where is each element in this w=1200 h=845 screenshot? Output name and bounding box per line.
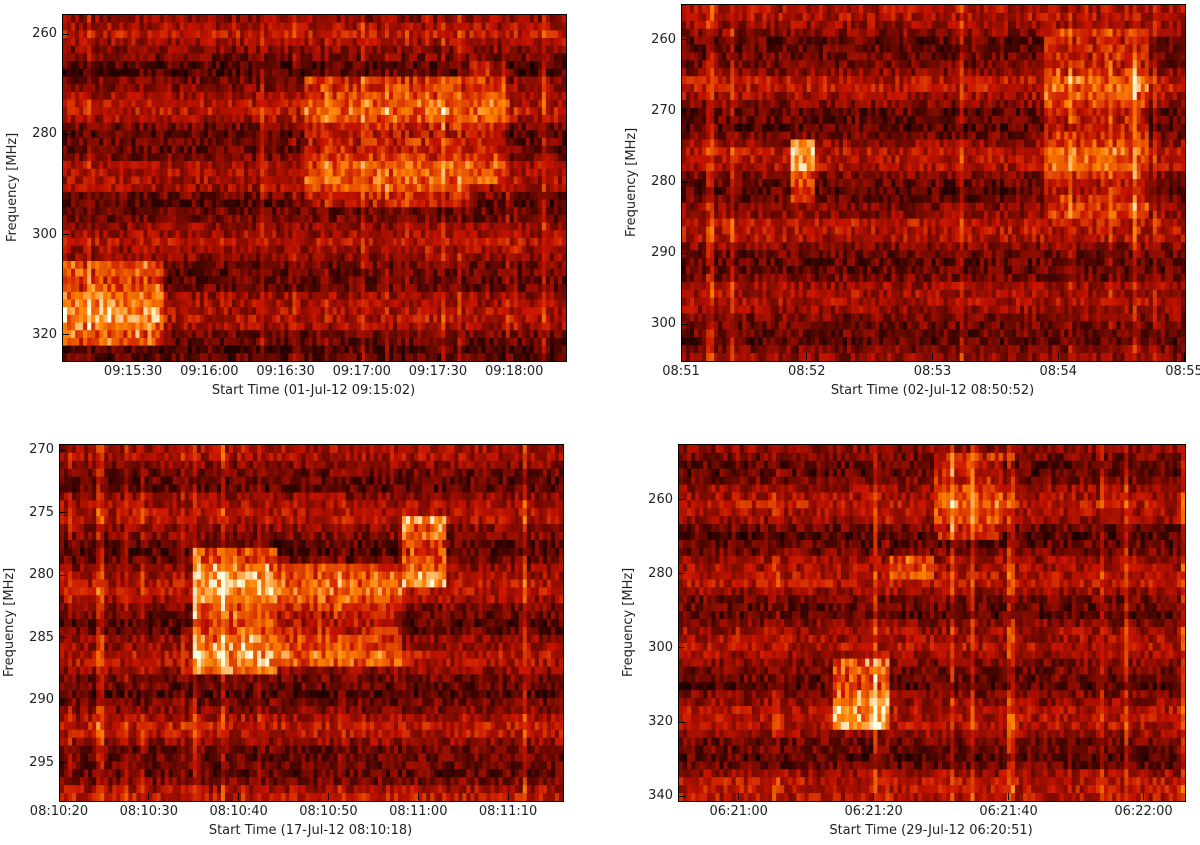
y-tick-mark: [681, 181, 688, 183]
y-tick-mark: [59, 449, 66, 451]
spectrogram-heatmap: [679, 445, 1185, 801]
y-tick-label: 320: [17, 328, 57, 341]
y-tick-mark: [681, 110, 688, 112]
y-tick-mark: [59, 699, 66, 701]
spectrogram-heatmap: [63, 15, 566, 361]
x-tick-label: 08:53: [914, 365, 951, 378]
x-tick-label: 08:55: [1165, 365, 1200, 378]
x-axis-label: Start Time (17-Jul-12 08:10:18): [209, 823, 412, 838]
y-tick-label: 270: [14, 443, 54, 456]
x-tick-label: 08:10:50: [299, 805, 357, 818]
x-axis-label: Start Time (29-Jul-12 06:20:51): [829, 823, 1032, 838]
y-tick-mark: [62, 133, 69, 135]
y-tick-mark: [678, 721, 685, 723]
y-tick-label: 320: [633, 715, 673, 728]
y-tick-label: 340: [633, 789, 673, 802]
y-tick-label: 300: [633, 641, 673, 654]
y-tick-mark: [678, 647, 685, 649]
y-axis-label: Frequency [MHz]: [2, 568, 17, 677]
y-tick-label: 300: [636, 317, 676, 330]
x-tick-mark: [285, 353, 287, 360]
y-axis-label: Frequency [MHz]: [5, 133, 20, 242]
x-tick-mark: [208, 353, 210, 360]
x-tick-label: 08:10:20: [30, 805, 88, 818]
y-tick-label: 280: [633, 567, 673, 580]
y-tick-mark: [681, 39, 688, 41]
y-tick-label: 285: [14, 631, 54, 644]
x-tick-mark: [417, 793, 419, 800]
y-tick-label: 260: [633, 493, 673, 506]
y-axis-label: Frequency [MHz]: [624, 128, 639, 237]
y-tick-label: 260: [17, 27, 57, 40]
x-tick-label: 08:11:10: [479, 805, 537, 818]
spectrogram-plot-area: [678, 444, 1186, 802]
x-axis-label: Start Time (02-Jul-12 08:50:52): [831, 383, 1034, 398]
y-tick-mark: [59, 574, 66, 576]
x-tick-label: 08:11:00: [389, 805, 447, 818]
y-tick-mark: [681, 252, 688, 254]
y-axis-label: Frequency [MHz]: [621, 568, 636, 677]
x-tick-label: 06:21:40: [979, 805, 1037, 818]
y-tick-mark: [59, 512, 66, 514]
x-tick-mark: [680, 353, 682, 360]
x-tick-mark: [58, 793, 60, 800]
x-tick-mark: [1183, 353, 1185, 360]
x-tick-mark: [148, 793, 150, 800]
x-tick-label: 08:10:40: [209, 805, 267, 818]
y-tick-label: 290: [14, 693, 54, 706]
y-tick-label: 280: [14, 568, 54, 581]
y-tick-label: 270: [636, 104, 676, 117]
y-tick-mark: [59, 762, 66, 764]
y-tick-mark: [62, 334, 69, 336]
x-tick-mark: [932, 353, 933, 360]
spectrogram-heatmap: [682, 5, 1185, 361]
y-tick-label: 300: [17, 228, 57, 241]
spectrogram-plot-area: [62, 14, 567, 362]
spectrogram-heatmap: [60, 445, 563, 801]
x-tick-label: 09:16:30: [256, 365, 314, 378]
y-tick-mark: [678, 499, 685, 501]
x-tick-mark: [1057, 353, 1059, 360]
y-tick-label: 275: [14, 506, 54, 519]
y-tick-mark: [62, 33, 69, 35]
x-tick-mark: [238, 793, 240, 800]
spectrogram-plot-area: [681, 4, 1186, 362]
x-tick-label: 08:10:30: [120, 805, 178, 818]
x-tick-mark: [1008, 793, 1010, 800]
x-tick-label: 08:54: [1040, 365, 1077, 378]
x-tick-label: 09:17:30: [409, 365, 467, 378]
y-tick-label: 280: [636, 175, 676, 188]
x-tick-mark: [873, 793, 875, 800]
x-tick-label: 08:51: [662, 365, 699, 378]
y-tick-mark: [678, 573, 685, 575]
spectrogram-plot-area: [59, 444, 564, 802]
x-tick-label: 06:21:20: [844, 805, 902, 818]
x-tick-label: 09:17:00: [333, 365, 391, 378]
x-tick-label: 06:21:00: [710, 805, 768, 818]
x-tick-label: 06:22:00: [1114, 805, 1172, 818]
x-axis-label: Start Time (01-Jul-12 09:15:02): [212, 383, 415, 398]
y-tick-mark: [62, 234, 69, 236]
x-tick-mark: [132, 353, 134, 360]
y-tick-label: 295: [14, 756, 54, 769]
x-tick-mark: [806, 353, 808, 360]
y-tick-mark: [59, 637, 66, 639]
x-tick-mark: [361, 353, 363, 360]
x-tick-label: 08:52: [788, 365, 825, 378]
x-tick-mark: [327, 793, 329, 800]
y-tick-mark: [681, 323, 688, 325]
x-tick-label: 09:15:30: [104, 365, 162, 378]
x-tick-mark: [507, 793, 509, 800]
x-tick-label: 09:16:00: [180, 365, 238, 378]
y-tick-label: 280: [17, 127, 57, 140]
y-tick-label: 290: [636, 246, 676, 259]
y-tick-mark: [678, 795, 685, 797]
x-tick-mark: [513, 353, 515, 360]
y-tick-label: 260: [636, 33, 676, 46]
x-tick-label: 09:18:00: [485, 365, 543, 378]
x-tick-mark: [738, 793, 740, 800]
x-tick-mark: [1143, 793, 1145, 800]
x-tick-mark: [437, 353, 439, 360]
